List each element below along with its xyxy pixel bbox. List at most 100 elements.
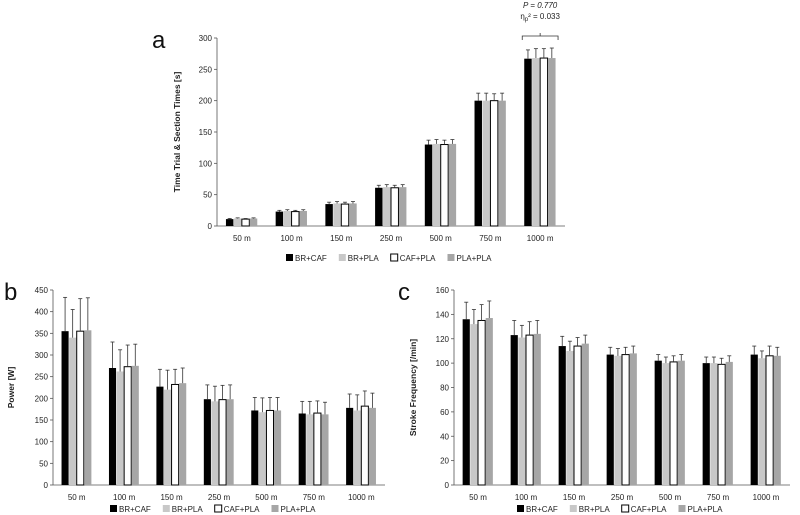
bar-br-pla: [333, 203, 341, 226]
bar-br-caf: [346, 407, 354, 485]
bar-pla-pla: [274, 410, 282, 485]
x-tick-label: 500 m: [659, 493, 682, 502]
bar-br-caf: [702, 363, 710, 485]
legend-label: CAF+PLA: [400, 254, 436, 263]
x-tick-label: 750 m: [303, 493, 326, 502]
x-tick-label: 150 m: [330, 234, 353, 243]
bar-pla-pla: [84, 330, 92, 485]
bar-br-pla: [211, 401, 219, 485]
y-tick-label: 50: [203, 191, 212, 200]
bar-caf-pla: [76, 330, 85, 486]
bar-br-caf: [108, 368, 117, 485]
bar-br-caf: [524, 58, 532, 227]
x-tick-label: 100 m: [113, 493, 136, 502]
bar-caf-pla: [477, 319, 486, 486]
bar-br-pla: [662, 363, 670, 485]
y-tick-label: 150: [35, 416, 49, 425]
legend-swatch: [286, 254, 293, 261]
bar-pla-pla: [629, 353, 637, 485]
bar-br-pla: [532, 58, 540, 227]
y-tick-label: 60: [440, 408, 449, 417]
y-tick-label: 0: [44, 481, 49, 490]
legend-swatch: [569, 505, 577, 512]
chart-a: a 0 50 100 150 200 250 300 Time Trial & Section …: [152, 1, 565, 263]
x-tick-label: 1000 m: [753, 493, 780, 502]
legend-swatch: [447, 254, 455, 261]
bar-br-pla: [69, 337, 77, 485]
legend-label: PLA+PLA: [688, 505, 724, 514]
legend-label: BR+PLA: [348, 254, 380, 263]
x-tick-label: 250 m: [380, 234, 403, 243]
bar-br-pla: [283, 210, 292, 226]
y-tick-label: 100: [199, 159, 213, 168]
bar-caf-pla: [265, 409, 275, 486]
y-tick-label: 50: [39, 459, 48, 468]
legend-label: PLA+PLA: [281, 505, 317, 514]
legend-swatch: [110, 505, 117, 512]
bar-br-pla: [566, 350, 574, 485]
y-tick-label: 150: [199, 128, 213, 137]
panel-letter-b: b: [4, 279, 17, 306]
legend-label: BR+CAF: [295, 254, 327, 263]
bar-caf-pla: [218, 399, 227, 486]
x-tick-label: 1000 m: [348, 493, 375, 502]
legend-label: CAF+PLA: [224, 505, 260, 514]
y-tick-label: 20: [440, 457, 449, 466]
y-tick-label: 400: [35, 308, 49, 317]
bar-caf-pla: [525, 334, 534, 486]
bar-pla-pla: [299, 210, 307, 226]
legend-swatch: [678, 505, 686, 512]
bar-br-pla: [163, 389, 172, 485]
bar-caf-pla: [765, 355, 774, 486]
bar-caf-pla: [390, 187, 399, 227]
y-tick-label: 100: [436, 359, 450, 368]
bar-caf-pla: [340, 203, 350, 227]
x-tick-label: 50 m: [233, 234, 251, 243]
x-tick-label: 250 m: [208, 493, 231, 502]
chart-c: c 0 20 40 60 80 100 120 140 160 Stroke Frequency […: [398, 279, 790, 514]
bar-caf-pla: [489, 100, 499, 227]
bar-br-caf: [375, 187, 383, 226]
bar-pla-pla: [548, 58, 556, 227]
bar-caf-pla: [539, 57, 549, 227]
legend-label: BR+CAF: [526, 505, 558, 514]
y-tick-label: 250: [199, 65, 213, 74]
bar-br-caf: [325, 204, 333, 226]
legend-swatch: [390, 253, 399, 262]
bar-br-caf: [474, 100, 482, 226]
bar-br-pla: [383, 187, 391, 226]
x-tick-label: 250 m: [611, 493, 634, 502]
bar-br-caf: [462, 319, 470, 485]
bar-pla-pla: [226, 399, 234, 485]
x-tick-label: 150 m: [563, 493, 586, 502]
bar-br-caf: [61, 331, 69, 485]
bar-pla-pla: [398, 187, 407, 226]
x-tick-label: 500 m: [255, 493, 278, 502]
legend-swatch: [271, 505, 279, 512]
x-tick-label: 750 m: [479, 234, 502, 243]
bar-br-pla: [258, 412, 266, 485]
bar-br-caf: [298, 413, 306, 485]
bar-br-caf: [558, 346, 566, 485]
bar-caf-pla: [669, 361, 678, 486]
x-tick-label: 150 m: [160, 493, 183, 502]
bar-caf-pla: [171, 383, 180, 486]
bar-br-caf: [203, 399, 211, 485]
y-tick-label: 140: [436, 310, 450, 319]
y-tick-label: 200: [199, 97, 213, 106]
legend-label: BR+CAF: [119, 505, 151, 514]
panel-letter-c: c: [398, 279, 410, 306]
chart-b: b 0 50 100 150 200 250 300 350 400 450 Power [W] 50 …: [4, 279, 385, 514]
y-axis-label: Time Trial & Section Times [s]: [172, 72, 182, 193]
x-tick-label: 1000 m: [527, 234, 554, 243]
y-axis-label: Stroke Frequency [/min]: [408, 339, 418, 436]
bar-pla-pla: [448, 143, 457, 226]
x-tick-label: 750 m: [707, 493, 730, 502]
bar-br-pla: [470, 324, 478, 485]
bar-pla-pla: [773, 355, 781, 485]
x-tick-label: 50 m: [68, 493, 86, 502]
y-tick-label: 350: [35, 329, 49, 338]
legend-swatch: [214, 504, 223, 513]
bar-pla-pla: [725, 361, 733, 485]
